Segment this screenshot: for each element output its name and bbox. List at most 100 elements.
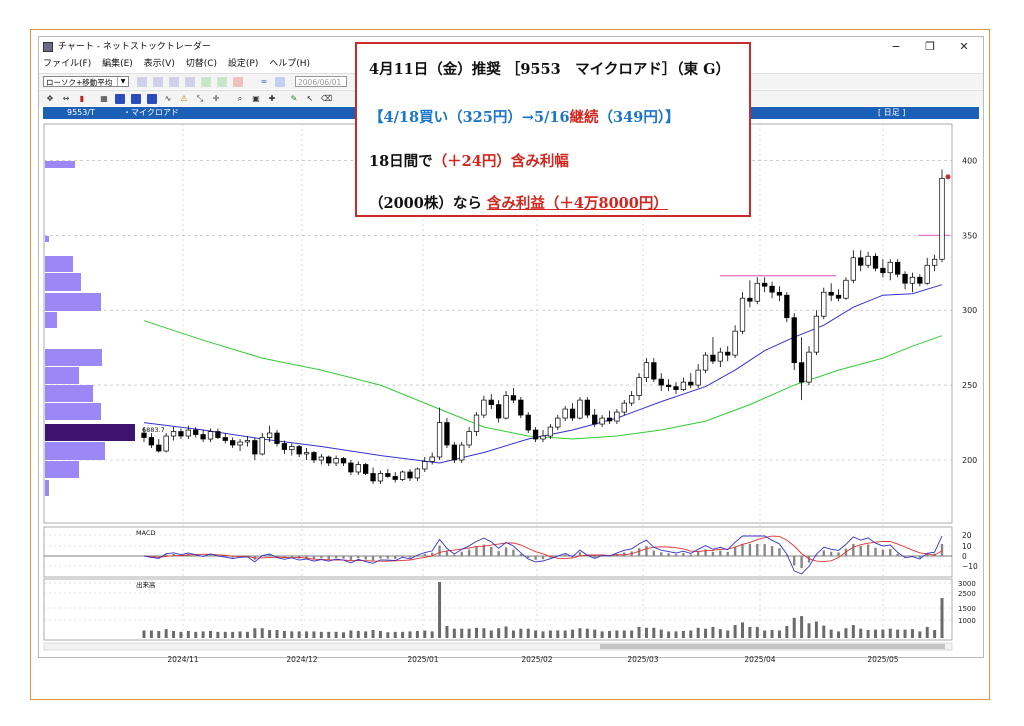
candle-body (370, 473, 376, 482)
volume-bar (209, 630, 212, 638)
volume-bar (393, 631, 397, 638)
volume-bar (231, 631, 235, 638)
macd-histogram-bar (305, 556, 308, 558)
x-tick-label: 2025/04 (744, 655, 775, 664)
macd-histogram-bar (778, 548, 781, 556)
volume-bar (918, 631, 922, 638)
cursor-icon[interactable]: ✚ (268, 94, 276, 103)
volume-bar (785, 626, 789, 638)
chart-layout-icon[interactable] (137, 77, 147, 87)
crosshair-icon[interactable]: ✛ (212, 94, 220, 103)
callout-line-trade: 【4/18買い（325円）→5/16継続（349円）】 (369, 106, 680, 127)
bar-icon[interactable]: ▮ (79, 94, 85, 103)
candle-body (702, 354, 709, 371)
macd-histogram-bar (586, 555, 589, 557)
candle-body (355, 464, 361, 473)
arrow-cursor-icon[interactable]: ↖ (306, 94, 314, 103)
candle-body (230, 440, 236, 446)
macd-histogram-bar (364, 556, 367, 560)
candle-body (569, 408, 576, 419)
volume-profile-bar (45, 480, 49, 496)
volume-bar (933, 630, 937, 638)
candle-body (296, 446, 302, 455)
chart-layout-icon[interactable] (153, 77, 163, 87)
candle-body (215, 431, 221, 438)
trend-icon[interactable]: ∿ (164, 94, 172, 103)
calendar-icon[interactable] (275, 77, 285, 87)
horizontal-scrollbar (43, 642, 953, 651)
menu-switch[interactable]: 切替(C) (185, 59, 218, 69)
candle-body (880, 267, 886, 274)
scroll-icon[interactable]: ↔ (62, 94, 70, 103)
menu-edit[interactable]: 編集(E) (102, 59, 133, 69)
indicator-select[interactable]: ローソク+移動平均 ▼ (43, 76, 129, 87)
macd-histogram-bar (519, 553, 523, 556)
chart-layout-icon[interactable] (185, 77, 195, 87)
volume-bar (925, 626, 929, 638)
date-input[interactable]: 2006/06/01 (295, 76, 347, 87)
volume-bar (342, 632, 345, 638)
callout-profit-value: 含み利益（＋4万8000円） (486, 195, 668, 212)
volume-profile-peak (45, 424, 135, 441)
chart-layout-icon[interactable] (201, 77, 211, 87)
chart-layout-icon[interactable] (169, 77, 179, 87)
bollinger-icon[interactable] (131, 94, 141, 104)
candle-body (606, 417, 613, 422)
volume-bar (327, 631, 331, 638)
warning-icon[interactable]: ⚠ (180, 94, 188, 103)
callout-trade-close: （349円）】 (598, 109, 680, 126)
restore-button[interactable]: ❐ (925, 40, 935, 53)
macd-histogram-bar (866, 544, 870, 556)
macd-histogram-bar (763, 544, 766, 556)
volume-bar (667, 631, 671, 638)
candle-body (222, 437, 228, 441)
menu-view[interactable]: 表示(V) (143, 59, 175, 69)
ma-icon[interactable] (115, 94, 125, 104)
macd-histogram-bar (852, 544, 855, 556)
macd-histogram-bar (157, 556, 160, 558)
volume-bar (741, 622, 744, 638)
volume-bar (689, 630, 693, 638)
candle-body (939, 178, 945, 260)
move-icon[interactable]: ✥ (46, 94, 54, 103)
close-button[interactable]: ✕ (959, 40, 969, 53)
last-price-marker (945, 174, 951, 180)
search-icon[interactable]: ⌕ (237, 94, 243, 103)
volume-bar (733, 625, 737, 638)
candle-body (762, 282, 768, 287)
macd-histogram-bar (320, 556, 323, 559)
volume-profile-bar (45, 312, 57, 328)
macd-histogram-bar (268, 554, 271, 556)
macd-histogram-bar (815, 554, 818, 556)
macd-histogram-bar (527, 556, 530, 558)
grid-icon[interactable]: ▦ (100, 94, 108, 103)
candle-body (909, 276, 916, 284)
pencil-icon[interactable]: ✎ (290, 94, 298, 103)
volume-bar (290, 631, 294, 638)
menu-help[interactable]: ヘルプ(H) (269, 59, 311, 69)
volume-bar (526, 628, 530, 638)
volume-bar (726, 630, 730, 638)
camera-icon[interactable]: ▣ (252, 94, 260, 103)
chart-layout-icon[interactable] (233, 77, 243, 87)
link-icon[interactable]: ∞ (260, 77, 268, 86)
macd-histogram-bar (711, 551, 715, 556)
volume-bar (430, 631, 434, 638)
macd-histogram-bar (209, 554, 212, 556)
candle-body (311, 452, 317, 461)
menu-settings[interactable]: 設定(P) (227, 59, 259, 69)
eraser-icon[interactable]: ⌫ (321, 94, 333, 103)
candle-body (710, 354, 716, 362)
indicator-icon[interactable] (147, 94, 157, 104)
minimize-button[interactable]: − (891, 40, 901, 53)
chart-layout-icon[interactable] (217, 77, 227, 87)
macd-histogram-bar (889, 549, 892, 556)
zoom-icon[interactable]: ⤡ (196, 94, 204, 103)
macd-histogram-bar (896, 553, 899, 556)
volume-bar (334, 631, 338, 638)
candle-body (444, 422, 450, 446)
period-label[interactable]: [ 日足 ] (878, 108, 906, 117)
menu-file[interactable]: ファイル(F) (43, 59, 92, 69)
volume-bar (718, 629, 722, 638)
candle-body (244, 440, 251, 443)
